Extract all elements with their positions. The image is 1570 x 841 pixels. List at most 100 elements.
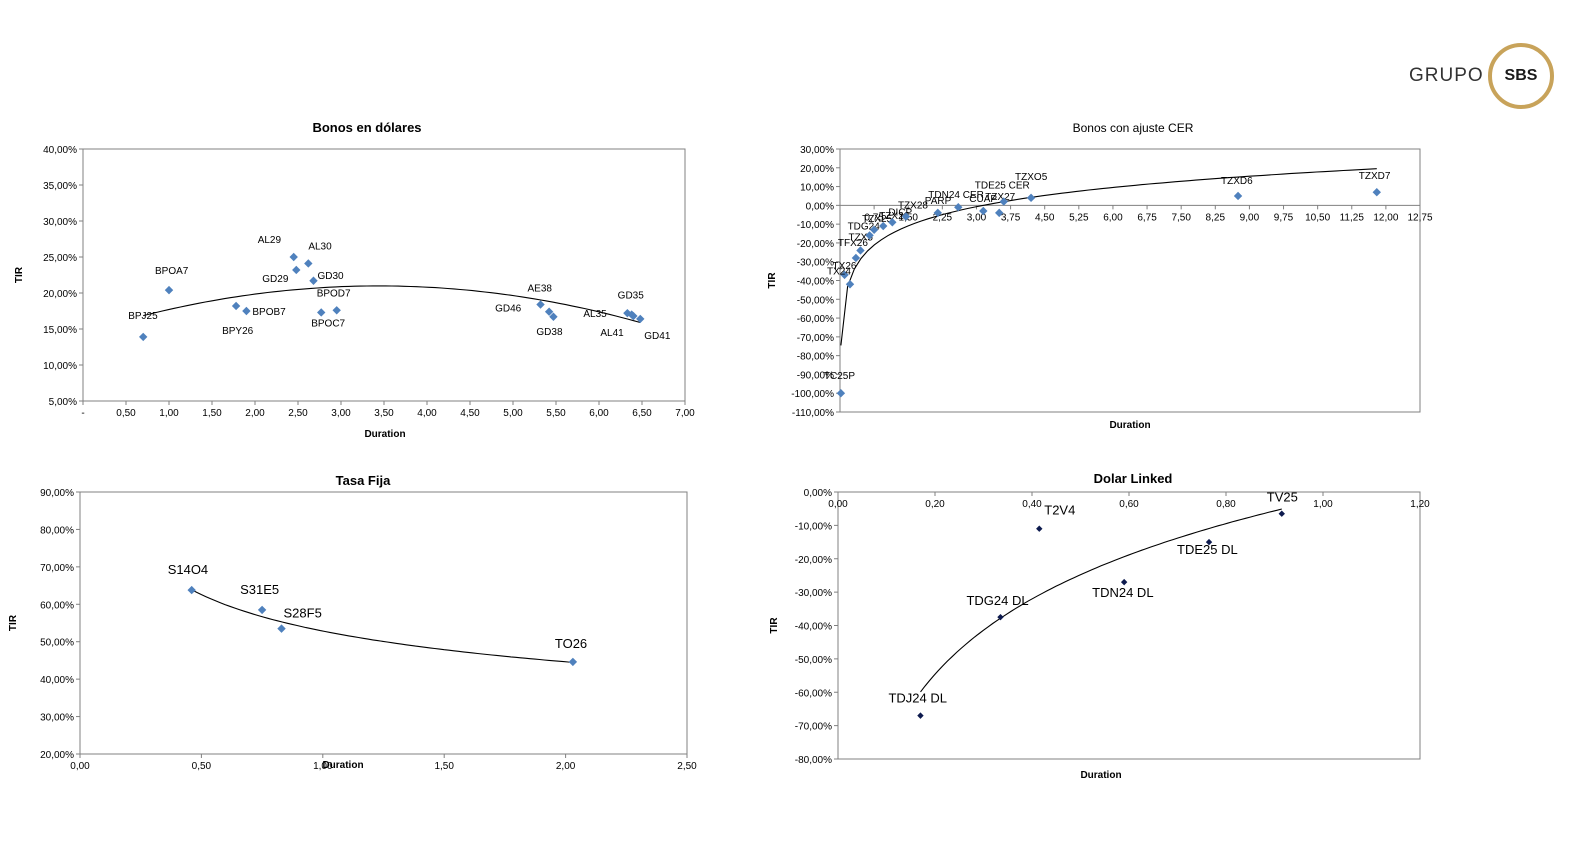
data-label: GD29 — [262, 274, 289, 285]
x-tick-label: 0,50 — [192, 761, 212, 772]
y-tick-label: 35,00% — [43, 181, 77, 192]
x-tick-label: 0,80 — [1216, 499, 1236, 510]
data-label: AL41 — [600, 328, 624, 339]
y-axis-label: TIR — [769, 617, 780, 634]
y-tick-label: -40,00% — [795, 622, 832, 633]
data-label: S31E5 — [240, 582, 279, 597]
data-point — [856, 246, 865, 255]
data-label: BPOA7 — [155, 266, 189, 277]
brand-ring: SBS — [1488, 43, 1554, 109]
x-tick-label: 9,00 — [1240, 212, 1260, 223]
x-tick-label: 0,50 — [116, 408, 136, 419]
y-tick-label: 40,00% — [40, 675, 74, 686]
data-label: T2V4 — [1044, 503, 1075, 518]
x-tick-label: 5,00 — [503, 408, 523, 419]
data-label: PARP — [925, 196, 952, 207]
x-tick-label: 0,20 — [925, 499, 945, 510]
data-label: TZXD7 — [1359, 171, 1391, 182]
x-tick-label: 3,00 — [967, 212, 987, 223]
plot-area — [837, 491, 1421, 760]
x-tick-label: 2,00 — [245, 408, 265, 419]
y-tick-label: 30,00% — [43, 217, 77, 228]
y-tick-label: 25,00% — [43, 253, 77, 264]
x-axis-label: Duration — [322, 760, 363, 771]
data-label: TC25P — [824, 371, 855, 382]
y-tick-label: -80,00% — [797, 352, 834, 363]
chart-title: Bonos en dólares — [312, 120, 421, 135]
data-label: GD46 — [495, 304, 522, 315]
x-tick-label: - — [81, 408, 84, 419]
data-point — [549, 312, 558, 321]
data-label: TZXD6 — [1221, 176, 1253, 187]
x-tick-label: 0,00 — [828, 499, 848, 510]
data-label: TDJ24 DL — [888, 691, 947, 706]
y-axis-label: TIR — [767, 272, 778, 289]
y-tick-label: 0,00% — [804, 488, 832, 499]
data-label: TDG24 DL — [966, 593, 1028, 608]
data-point — [997, 613, 1004, 621]
x-tick-label: 1,00 — [1313, 499, 1333, 510]
data-label: TFX26 — [838, 238, 868, 249]
x-tick-label: 11,25 — [1340, 212, 1365, 223]
y-tick-label: -70,00% — [797, 333, 834, 344]
x-tick-label: 0,00 — [70, 761, 90, 772]
chart-bonos-dolares: Bonos en dólares - 0,50 1,00 1,50 2,00 2,50 3,0… — [14, 120, 695, 440]
y-tick-label: -100,00% — [791, 389, 834, 400]
data-point — [879, 221, 888, 231]
data-label: TO26 — [555, 636, 587, 651]
brand-badge: SBS — [1504, 67, 1538, 84]
x-tick-label: 1,50 — [202, 408, 222, 419]
data-label: S14O4 — [168, 562, 208, 577]
data-label: TDE25 DL — [1177, 542, 1238, 557]
y-tick-label: 0,00% — [806, 201, 834, 212]
data-label: TZX28 — [898, 201, 928, 212]
x-tick-label: 6,00 — [1103, 212, 1123, 223]
plot-area — [839, 148, 1421, 413]
data-point — [309, 276, 318, 285]
y-tick-label: 10,00% — [43, 361, 77, 372]
x-tick-label: 2,00 — [556, 761, 576, 772]
x-tick-label: 5,50 — [546, 408, 566, 419]
data-point — [836, 389, 846, 398]
x-axis-label: Duration — [364, 429, 405, 440]
y-tick-label: -60,00% — [797, 314, 834, 325]
data-point — [139, 332, 148, 342]
data-label: TZX25 — [862, 214, 892, 225]
data-label: TDE25 CER — [975, 181, 1030, 192]
y-tick-label: -50,00% — [797, 295, 834, 306]
x-tick-label: 8,25 — [1206, 212, 1226, 223]
chart-title: Bonos con ajuste CER — [1073, 121, 1194, 135]
trendline — [143, 285, 641, 324]
x-tick-label: 3,50 — [374, 408, 394, 419]
x-tick-label: 5,25 — [1069, 212, 1089, 223]
data-label: TZXO5 — [1015, 172, 1048, 183]
y-tick-label: -110,00% — [792, 408, 834, 419]
y-tick-label: -30,00% — [795, 588, 832, 599]
data-point — [888, 218, 897, 227]
x-tick-label: 6,50 — [632, 408, 652, 419]
x-tick-label: 7,50 — [1171, 212, 1191, 223]
data-point — [999, 197, 1008, 206]
x-tick-label: 0,40 — [1022, 499, 1042, 510]
data-label: S28F5 — [284, 606, 322, 621]
data-label: AL29 — [258, 235, 282, 246]
data-label: TDN24 CER — [928, 190, 984, 201]
x-tick-label: 2,50 — [677, 761, 697, 772]
y-tick-label: -40,00% — [797, 277, 834, 288]
y-tick-label: -30,00% — [797, 258, 834, 269]
data-label: TX26 — [833, 261, 857, 272]
y-tick-label: 60,00% — [40, 600, 74, 611]
y-tick-label: 10,00% — [800, 183, 834, 194]
x-tick-label: 6,75 — [1137, 212, 1157, 223]
data-label: CUAP — [969, 194, 997, 205]
chart-tasa-fija: Tasa Fija 0,00 0,50 1,00 1,50 2,00 2,50 20,00% 3… — [8, 473, 697, 772]
chart-bonos-cer: Bonos con ajuste CER0,751,502,253,003,75… — [767, 121, 1433, 431]
x-tick-label: 6,00 — [589, 408, 609, 419]
x-tick-label: 4,50 — [1035, 212, 1055, 223]
data-point — [536, 300, 545, 309]
data-label: GD41 — [644, 331, 671, 342]
data-point — [1205, 538, 1213, 546]
x-axis-label: Duration — [1080, 770, 1121, 781]
x-tick-label: 1,00 — [313, 761, 333, 772]
y-tick-label: 20,00% — [800, 164, 834, 175]
